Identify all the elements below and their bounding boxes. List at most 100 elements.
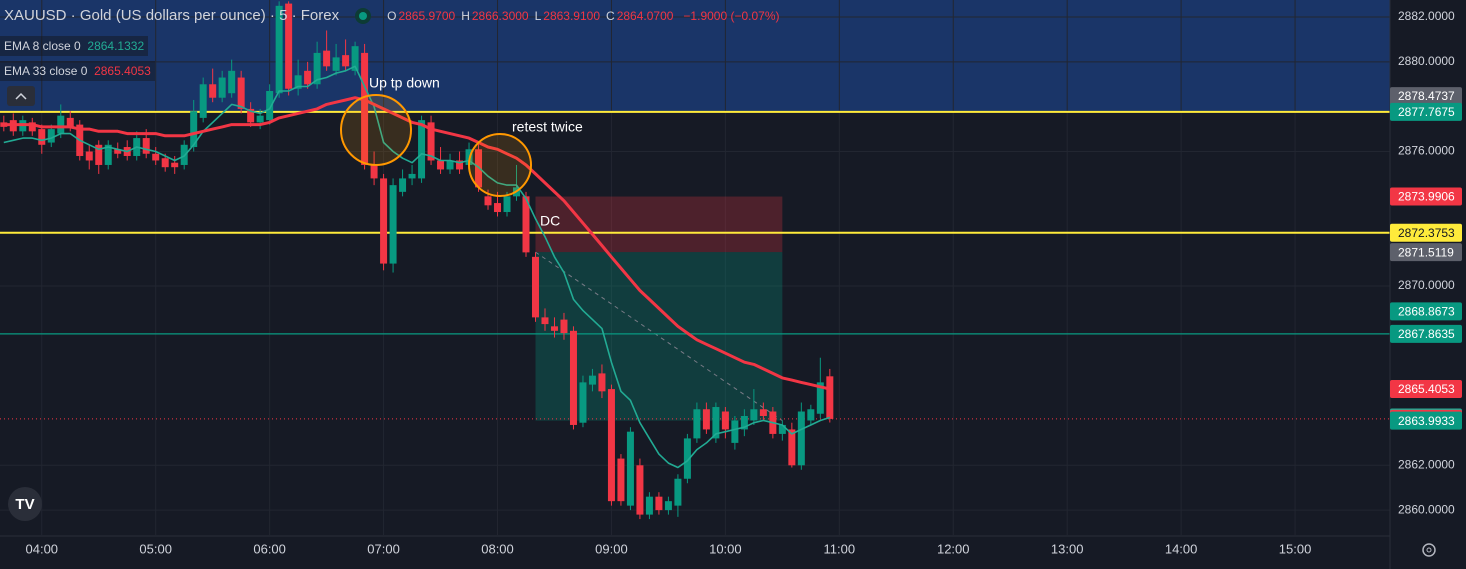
x-tick-label: 14:00 bbox=[1165, 541, 1198, 556]
candle-body bbox=[218, 77, 226, 98]
candle-body bbox=[408, 173, 416, 179]
ohlc-key: H bbox=[461, 8, 470, 23]
price-label: 2873.9906 bbox=[1398, 190, 1455, 204]
candle-body bbox=[275, 5, 283, 94]
candle-body bbox=[66, 117, 74, 127]
x-tick-label: 05:00 bbox=[139, 541, 172, 556]
candle-body bbox=[199, 84, 207, 118]
x-tick-label: 13:00 bbox=[1051, 541, 1084, 556]
x-tick-label: 10:00 bbox=[709, 541, 742, 556]
candle-body bbox=[446, 160, 454, 170]
candle-body bbox=[304, 70, 312, 85]
candle-body bbox=[228, 70, 236, 94]
candle-body bbox=[399, 178, 407, 192]
candle-body bbox=[389, 185, 397, 264]
y-tick-label: 2880.0000 bbox=[1398, 54, 1455, 68]
header: XAUUSD · Gold (US dollars per ounce) · 5… bbox=[4, 7, 784, 24]
candle-body bbox=[721, 411, 729, 430]
legend-name: EMA 8 close 0 bbox=[4, 39, 81, 53]
legend-value: 2864.1332 bbox=[87, 39, 145, 53]
settings-icon[interactable] bbox=[1420, 541, 1438, 559]
price-label: 2878.4737 bbox=[1398, 89, 1455, 103]
ohlc-value: 2866.3000 bbox=[471, 8, 529, 23]
highlight-circle bbox=[340, 94, 412, 166]
candle-body bbox=[380, 178, 388, 264]
collapse-button[interactable] bbox=[7, 86, 35, 106]
candle-body bbox=[427, 122, 435, 161]
chart-title: XAUUSD · Gold (US dollars per ounce) · 5… bbox=[4, 7, 340, 24]
candle-body bbox=[142, 138, 150, 154]
price-label: 2871.5119 bbox=[1398, 245, 1454, 259]
y-tick-label: 2870.0000 bbox=[1398, 278, 1455, 292]
ema-line bbox=[3, 65, 831, 469]
candle-body bbox=[702, 409, 710, 430]
price-label: 2877.7675 bbox=[1398, 105, 1455, 119]
candle-body bbox=[104, 144, 112, 165]
candle-body bbox=[683, 438, 691, 479]
candle-body bbox=[636, 465, 644, 515]
legend-ema8[interactable]: EMA 8 close 0 2864.1332 bbox=[0, 36, 149, 56]
y-tick-label: 2882.0000 bbox=[1398, 9, 1455, 23]
stop-zone bbox=[535, 196, 783, 253]
candle-body bbox=[598, 373, 606, 392]
x-tick-label: 12:00 bbox=[937, 541, 970, 556]
candle-body bbox=[788, 429, 796, 466]
price-label-bg bbox=[1390, 302, 1462, 321]
ohlc-value: 2864.0700 bbox=[616, 8, 674, 23]
candle-body bbox=[237, 77, 245, 109]
price-label-bg bbox=[1390, 187, 1462, 206]
candle-body bbox=[797, 411, 805, 466]
candle-body bbox=[740, 415, 748, 430]
ema-line bbox=[3, 96, 831, 391]
candle-body bbox=[693, 409, 701, 439]
candle-body bbox=[494, 203, 502, 213]
price-label: 2865.4053 bbox=[1398, 382, 1455, 396]
candle-body bbox=[57, 115, 65, 134]
candle-body bbox=[332, 57, 340, 71]
candle-body bbox=[541, 317, 549, 325]
logo[interactable]: TV bbox=[8, 487, 42, 521]
ohlc-key: C bbox=[606, 8, 615, 23]
candle-body bbox=[152, 153, 160, 161]
candle-body bbox=[161, 158, 169, 168]
annotation: retest twice bbox=[512, 119, 583, 135]
candle-body bbox=[569, 330, 577, 425]
price-label-bg bbox=[1390, 379, 1462, 398]
legend-value: 2865.4053 bbox=[94, 64, 151, 78]
ohlc-key: O bbox=[387, 8, 397, 23]
candle-body bbox=[607, 389, 615, 502]
legend-ema33[interactable]: EMA 33 close 0 2865.4053 bbox=[0, 61, 155, 81]
price-label: 2868.8673 bbox=[1398, 305, 1455, 319]
price-label-bg bbox=[1390, 87, 1462, 106]
candle-body bbox=[674, 478, 682, 506]
candle-body bbox=[28, 122, 36, 132]
candle-body bbox=[816, 382, 824, 414]
candle-body bbox=[361, 52, 369, 165]
candle-body bbox=[342, 55, 350, 67]
ohlc-value: 2863.9100 bbox=[543, 8, 601, 23]
candle-body bbox=[626, 431, 634, 506]
price-label-bg bbox=[1390, 243, 1462, 262]
candle-body bbox=[190, 111, 198, 148]
x-tick-label: 04:00 bbox=[26, 541, 59, 556]
x-tick-label: 09:00 bbox=[595, 541, 628, 556]
candle-body bbox=[550, 326, 558, 331]
y-tick-label: 2860.0000 bbox=[1398, 502, 1455, 516]
price-label-bg bbox=[1390, 102, 1462, 121]
x-tick-label: 06:00 bbox=[253, 541, 286, 556]
x-tick-label: 11:00 bbox=[824, 541, 856, 556]
candle-body bbox=[285, 3, 293, 89]
candle-body bbox=[294, 75, 302, 89]
candle-body bbox=[370, 164, 378, 179]
candle-body bbox=[437, 160, 445, 170]
trade-path bbox=[535, 251, 783, 422]
candle-body bbox=[807, 409, 815, 421]
change: −1.9000 (−0.07%) bbox=[683, 8, 780, 23]
ohlc: O 2865.9700 H 2866.3000 L 2863.9100 C 2864.0700 bbox=[387, 9, 677, 23]
candle-body bbox=[47, 129, 55, 143]
candle-body bbox=[95, 144, 103, 165]
candle-body bbox=[256, 115, 264, 123]
candle-body bbox=[85, 151, 93, 161]
candle-body bbox=[247, 108, 255, 123]
